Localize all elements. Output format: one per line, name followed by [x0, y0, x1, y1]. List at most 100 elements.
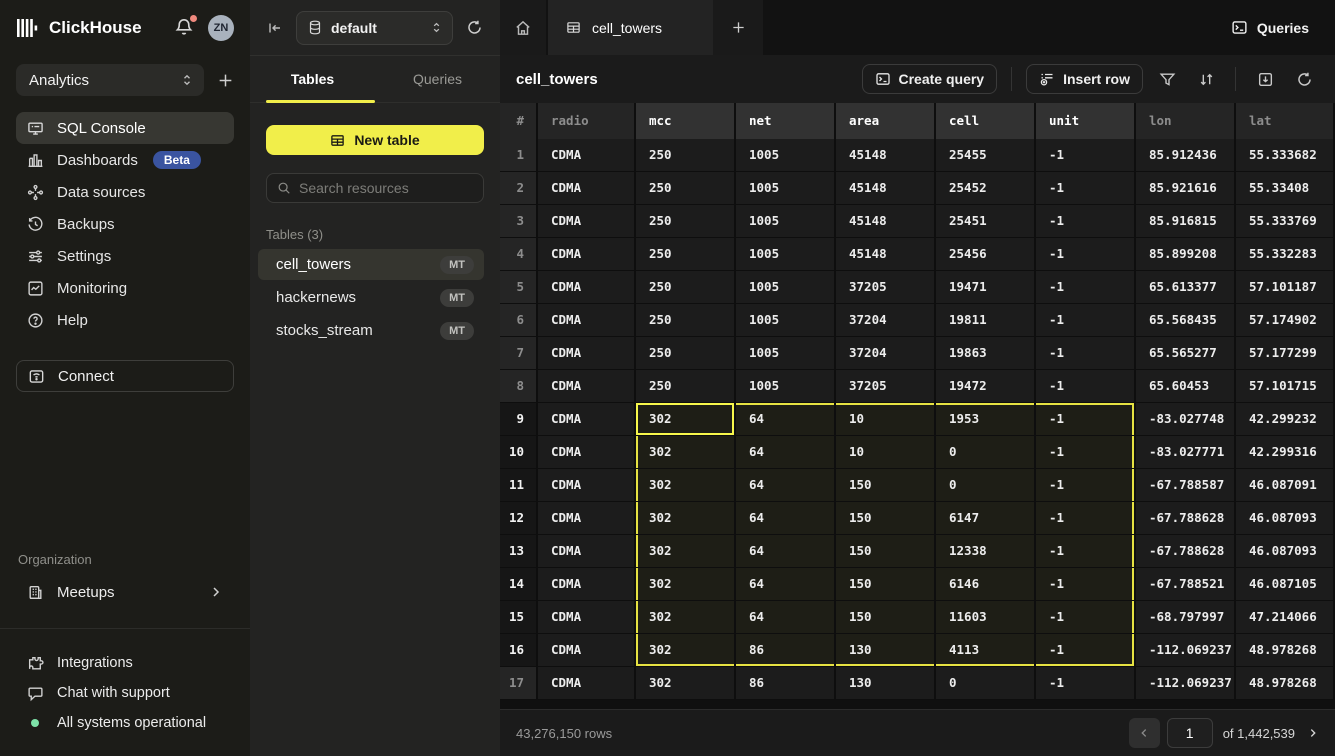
- sidebar-item-chat-support[interactable]: Chat with support: [16, 678, 234, 708]
- grid-cell[interactable]: 1005: [736, 205, 836, 238]
- grid-cell[interactable]: 64: [736, 601, 836, 634]
- grid-cell[interactable]: -1: [1036, 601, 1136, 634]
- grid-cell[interactable]: 55.333682: [1236, 139, 1335, 172]
- grid-cell[interactable]: 6147: [936, 502, 1036, 535]
- database-select[interactable]: default: [296, 10, 453, 45]
- grid-cell[interactable]: 64: [736, 568, 836, 601]
- grid-cell[interactable]: 64: [736, 469, 836, 502]
- grid-cell[interactable]: 130: [836, 634, 936, 667]
- grid-cell[interactable]: 65.613377: [1136, 271, 1236, 304]
- row-number[interactable]: 14: [500, 568, 538, 601]
- grid-cell[interactable]: 1005: [736, 139, 836, 172]
- create-query-button[interactable]: Create query: [861, 64, 998, 94]
- prev-page-button[interactable]: [1128, 718, 1160, 748]
- grid-cell[interactable]: -1: [1036, 403, 1136, 436]
- column-header-area[interactable]: area: [836, 103, 936, 139]
- grid-cell[interactable]: 150: [836, 502, 936, 535]
- workspace-select[interactable]: Analytics: [16, 64, 204, 96]
- grid-cell[interactable]: 25452: [936, 172, 1036, 205]
- grid-cell[interactable]: 302: [636, 568, 736, 601]
- grid-cell[interactable]: 0: [936, 469, 1036, 502]
- row-number[interactable]: 16: [500, 634, 538, 667]
- row-number[interactable]: 13: [500, 535, 538, 568]
- row-number[interactable]: 4: [500, 238, 538, 271]
- grid-cell[interactable]: 1953: [936, 403, 1036, 436]
- grid-cell[interactable]: 45148: [836, 172, 936, 205]
- grid-cell[interactable]: -1: [1036, 568, 1136, 601]
- new-table-button[interactable]: New table: [266, 125, 484, 155]
- grid-cell[interactable]: CDMA: [538, 271, 636, 304]
- grid-cell[interactable]: 57.174902: [1236, 304, 1335, 337]
- grid-cell[interactable]: 64: [736, 502, 836, 535]
- grid-cell[interactable]: 25451: [936, 205, 1036, 238]
- grid-cell[interactable]: -112.069237: [1136, 634, 1236, 667]
- add-workspace-button[interactable]: [217, 72, 234, 89]
- grid-cell[interactable]: 19471: [936, 271, 1036, 304]
- sidebar-item-dashboards[interactable]: Dashboards Beta: [16, 144, 234, 176]
- grid-cell[interactable]: 1005: [736, 172, 836, 205]
- sidebar-item-monitoring[interactable]: Monitoring: [16, 272, 234, 304]
- tab-tables[interactable]: Tables: [250, 56, 375, 103]
- column-header-lon[interactable]: lon: [1136, 103, 1236, 139]
- grid-cell[interactable]: 250: [636, 304, 736, 337]
- grid-cell[interactable]: 46.087105: [1236, 568, 1335, 601]
- grid-cell[interactable]: 250: [636, 337, 736, 370]
- grid-cell[interactable]: 64: [736, 436, 836, 469]
- grid-cell[interactable]: 37205: [836, 271, 936, 304]
- sidebar-item-sql-console[interactable]: SQL Console: [16, 112, 234, 144]
- grid-cell[interactable]: 150: [836, 535, 936, 568]
- grid-cell[interactable]: -1: [1036, 436, 1136, 469]
- grid-cell[interactable]: 19863: [936, 337, 1036, 370]
- insert-row-button[interactable]: Insert row: [1026, 64, 1143, 94]
- sidebar-item-settings[interactable]: Settings: [16, 240, 234, 272]
- grid-cell[interactable]: 65.565277: [1136, 337, 1236, 370]
- new-tab-button[interactable]: [713, 0, 763, 55]
- grid-cell[interactable]: 1005: [736, 370, 836, 403]
- grid-cell[interactable]: 130: [836, 667, 936, 700]
- grid-cell[interactable]: 0: [936, 436, 1036, 469]
- grid-cell[interactable]: CDMA: [538, 436, 636, 469]
- grid-cell[interactable]: 250: [636, 172, 736, 205]
- grid-cell[interactable]: 302: [636, 403, 736, 436]
- grid-cell[interactable]: 45148: [836, 139, 936, 172]
- grid-cell[interactable]: CDMA: [538, 238, 636, 271]
- search-input[interactable]: [299, 180, 480, 196]
- grid-cell[interactable]: CDMA: [538, 634, 636, 667]
- page-number-input[interactable]: [1166, 718, 1213, 748]
- grid-cell[interactable]: 250: [636, 370, 736, 403]
- grid-cell[interactable]: 37204: [836, 304, 936, 337]
- grid-cell[interactable]: -1: [1036, 139, 1136, 172]
- grid-cell[interactable]: 250: [636, 238, 736, 271]
- sidebar-item-backups[interactable]: Backups: [16, 208, 234, 240]
- row-number[interactable]: 5: [500, 271, 538, 304]
- grid-cell[interactable]: 6146: [936, 568, 1036, 601]
- row-number[interactable]: 7: [500, 337, 538, 370]
- grid-cell[interactable]: -1: [1036, 205, 1136, 238]
- grid-cell[interactable]: 250: [636, 205, 736, 238]
- grid-cell[interactable]: CDMA: [538, 304, 636, 337]
- grid-cell[interactable]: 64: [736, 403, 836, 436]
- grid-cell[interactable]: CDMA: [538, 139, 636, 172]
- grid-cell[interactable]: 302: [636, 601, 736, 634]
- grid-cell[interactable]: -1: [1036, 469, 1136, 502]
- tab-cell-towers[interactable]: cell_towers: [546, 0, 713, 55]
- connect-button[interactable]: Connect: [16, 360, 234, 392]
- avatar[interactable]: ZN: [208, 15, 234, 41]
- grid-cell[interactable]: CDMA: [538, 370, 636, 403]
- grid-cell[interactable]: 25456: [936, 238, 1036, 271]
- row-number[interactable]: 15: [500, 601, 538, 634]
- column-header-net[interactable]: net: [736, 103, 836, 139]
- grid-cell[interactable]: 1005: [736, 337, 836, 370]
- grid-cell[interactable]: 57.101187: [1236, 271, 1335, 304]
- grid-cell[interactable]: 47.214066: [1236, 601, 1335, 634]
- row-number[interactable]: 1: [500, 139, 538, 172]
- grid-cell[interactable]: 19472: [936, 370, 1036, 403]
- sidebar-item-help[interactable]: Help: [16, 304, 234, 336]
- grid-cell[interactable]: -1: [1036, 502, 1136, 535]
- grid-cell[interactable]: CDMA: [538, 469, 636, 502]
- grid-cell[interactable]: 4113: [936, 634, 1036, 667]
- grid-cell[interactable]: 85.912436: [1136, 139, 1236, 172]
- grid-cell[interactable]: CDMA: [538, 535, 636, 568]
- grid-cell[interactable]: 85.899208: [1136, 238, 1236, 271]
- notifications-bell-icon[interactable]: [174, 15, 197, 39]
